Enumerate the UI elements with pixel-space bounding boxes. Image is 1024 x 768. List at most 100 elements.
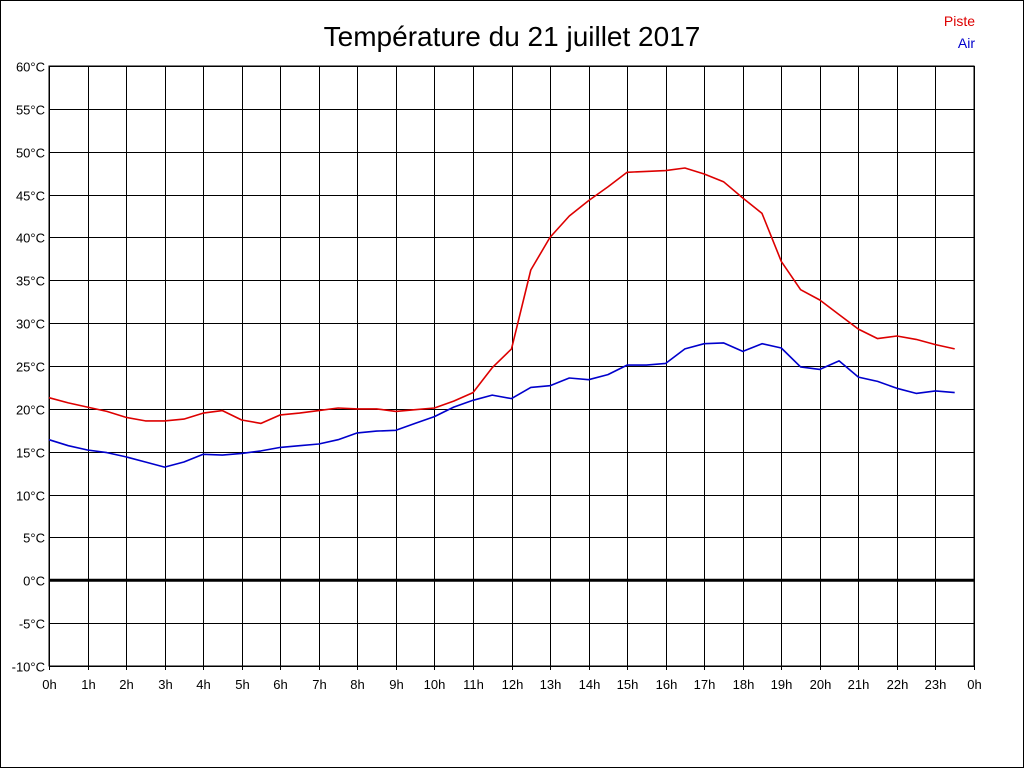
y-tick-label: 20°C — [16, 403, 45, 418]
x-tick-label: 20h — [810, 677, 832, 692]
data-point-piste — [819, 299, 821, 301]
data-point-piste — [298, 412, 300, 414]
y-tick-label: 50°C — [16, 146, 45, 161]
data-point-piste — [857, 328, 859, 330]
data-point-air — [472, 399, 474, 401]
x-tick-label: 1h — [81, 677, 95, 692]
data-point-air — [703, 343, 705, 345]
data-point-air — [106, 451, 108, 453]
data-point-air — [318, 443, 320, 445]
data-point-air — [915, 392, 917, 394]
data-point-piste — [395, 410, 397, 412]
legend-entry-air: Air — [958, 35, 975, 51]
data-point-piste — [491, 367, 493, 369]
y-tick-label: 55°C — [16, 103, 45, 118]
data-point-piste — [954, 348, 956, 350]
data-point-air — [742, 350, 744, 352]
data-point-air — [934, 390, 936, 392]
data-point-piste — [433, 407, 435, 409]
x-tick-label: 19h — [771, 677, 793, 692]
data-point-piste — [761, 212, 763, 214]
y-tick-label: -10°C — [12, 660, 45, 675]
x-tick-label: 17h — [694, 677, 716, 692]
data-point-piste — [896, 335, 898, 337]
data-point-piste — [530, 269, 532, 271]
data-point-piste — [67, 402, 69, 404]
y-tick-label: 0°C — [23, 574, 45, 589]
x-tick-label: 3h — [158, 677, 172, 692]
legend-entry-piste: Piste — [944, 13, 975, 29]
x-tick-label: 4h — [196, 677, 210, 692]
y-tick-label: 5°C — [23, 531, 45, 546]
data-point-air — [183, 461, 185, 463]
data-point-air — [337, 439, 339, 441]
data-point-piste — [934, 343, 936, 345]
data-point-air — [645, 364, 647, 366]
data-point-piste — [472, 391, 474, 393]
data-point-air — [799, 366, 801, 368]
data-point-air — [549, 385, 551, 387]
data-point-air — [665, 362, 667, 364]
x-tick-label: 5h — [235, 677, 249, 692]
data-point-air — [395, 429, 397, 431]
data-point-piste — [453, 400, 455, 402]
y-tick-label: 45°C — [16, 189, 45, 204]
data-point-air — [510, 397, 512, 399]
data-point-air — [587, 379, 589, 381]
data-point-air — [530, 386, 532, 388]
data-point-piste — [163, 420, 165, 422]
data-point-air — [414, 422, 416, 424]
data-point-air — [607, 373, 609, 375]
y-tick-label: -5°C — [19, 617, 45, 632]
data-point-piste — [144, 420, 146, 422]
data-point-piste — [665, 169, 667, 171]
y-tick-label: 30°C — [16, 317, 45, 332]
data-point-air — [433, 415, 435, 417]
x-tick-label: 9h — [389, 677, 403, 692]
series-layer — [48, 167, 956, 468]
data-point-piste — [587, 199, 589, 201]
data-point-piste — [780, 260, 782, 262]
y-tick-label: 40°C — [16, 231, 45, 246]
x-tick-label: 11h — [463, 677, 484, 692]
data-point-piste — [202, 412, 204, 414]
x-tick-label: 23h — [925, 677, 947, 692]
data-point-piste — [742, 197, 744, 199]
data-point-piste — [260, 422, 262, 424]
x-tick-label: 10h — [424, 677, 446, 692]
data-point-piste — [337, 407, 339, 409]
data-point-air — [86, 449, 88, 451]
data-point-air — [144, 461, 146, 463]
data-point-air — [722, 342, 724, 344]
data-point-air — [279, 446, 281, 448]
data-point-piste — [645, 170, 647, 172]
y-tick-label: 35°C — [16, 274, 45, 289]
data-point-air — [260, 450, 262, 452]
x-tick-label: 0h — [42, 677, 56, 692]
data-point-piste — [279, 414, 281, 416]
data-point-air — [202, 453, 204, 455]
x-tick-label: 2h — [119, 677, 133, 692]
x-tick-label: 15h — [617, 677, 639, 692]
data-point-piste — [915, 338, 917, 340]
data-point-air — [163, 466, 165, 468]
data-point-air — [48, 439, 50, 441]
data-point-air — [896, 387, 898, 389]
y-tick-label: 60°C — [16, 60, 45, 75]
data-point-piste — [568, 215, 570, 217]
data-point-air — [568, 377, 570, 379]
data-point-piste — [86, 406, 88, 408]
data-point-piste — [241, 419, 243, 421]
y-tick-label: 15°C — [16, 446, 45, 461]
data-point-air — [684, 348, 686, 350]
data-point-piste — [375, 408, 377, 410]
data-point-air — [491, 394, 493, 396]
x-tick-label: 8h — [350, 677, 364, 692]
data-point-air — [221, 454, 223, 456]
y-tick-label: 25°C — [16, 360, 45, 375]
data-point-piste — [607, 186, 609, 188]
chart-title: Température du 21 juillet 2017 — [324, 21, 701, 52]
data-point-air — [626, 364, 628, 366]
data-point-piste — [48, 397, 50, 399]
